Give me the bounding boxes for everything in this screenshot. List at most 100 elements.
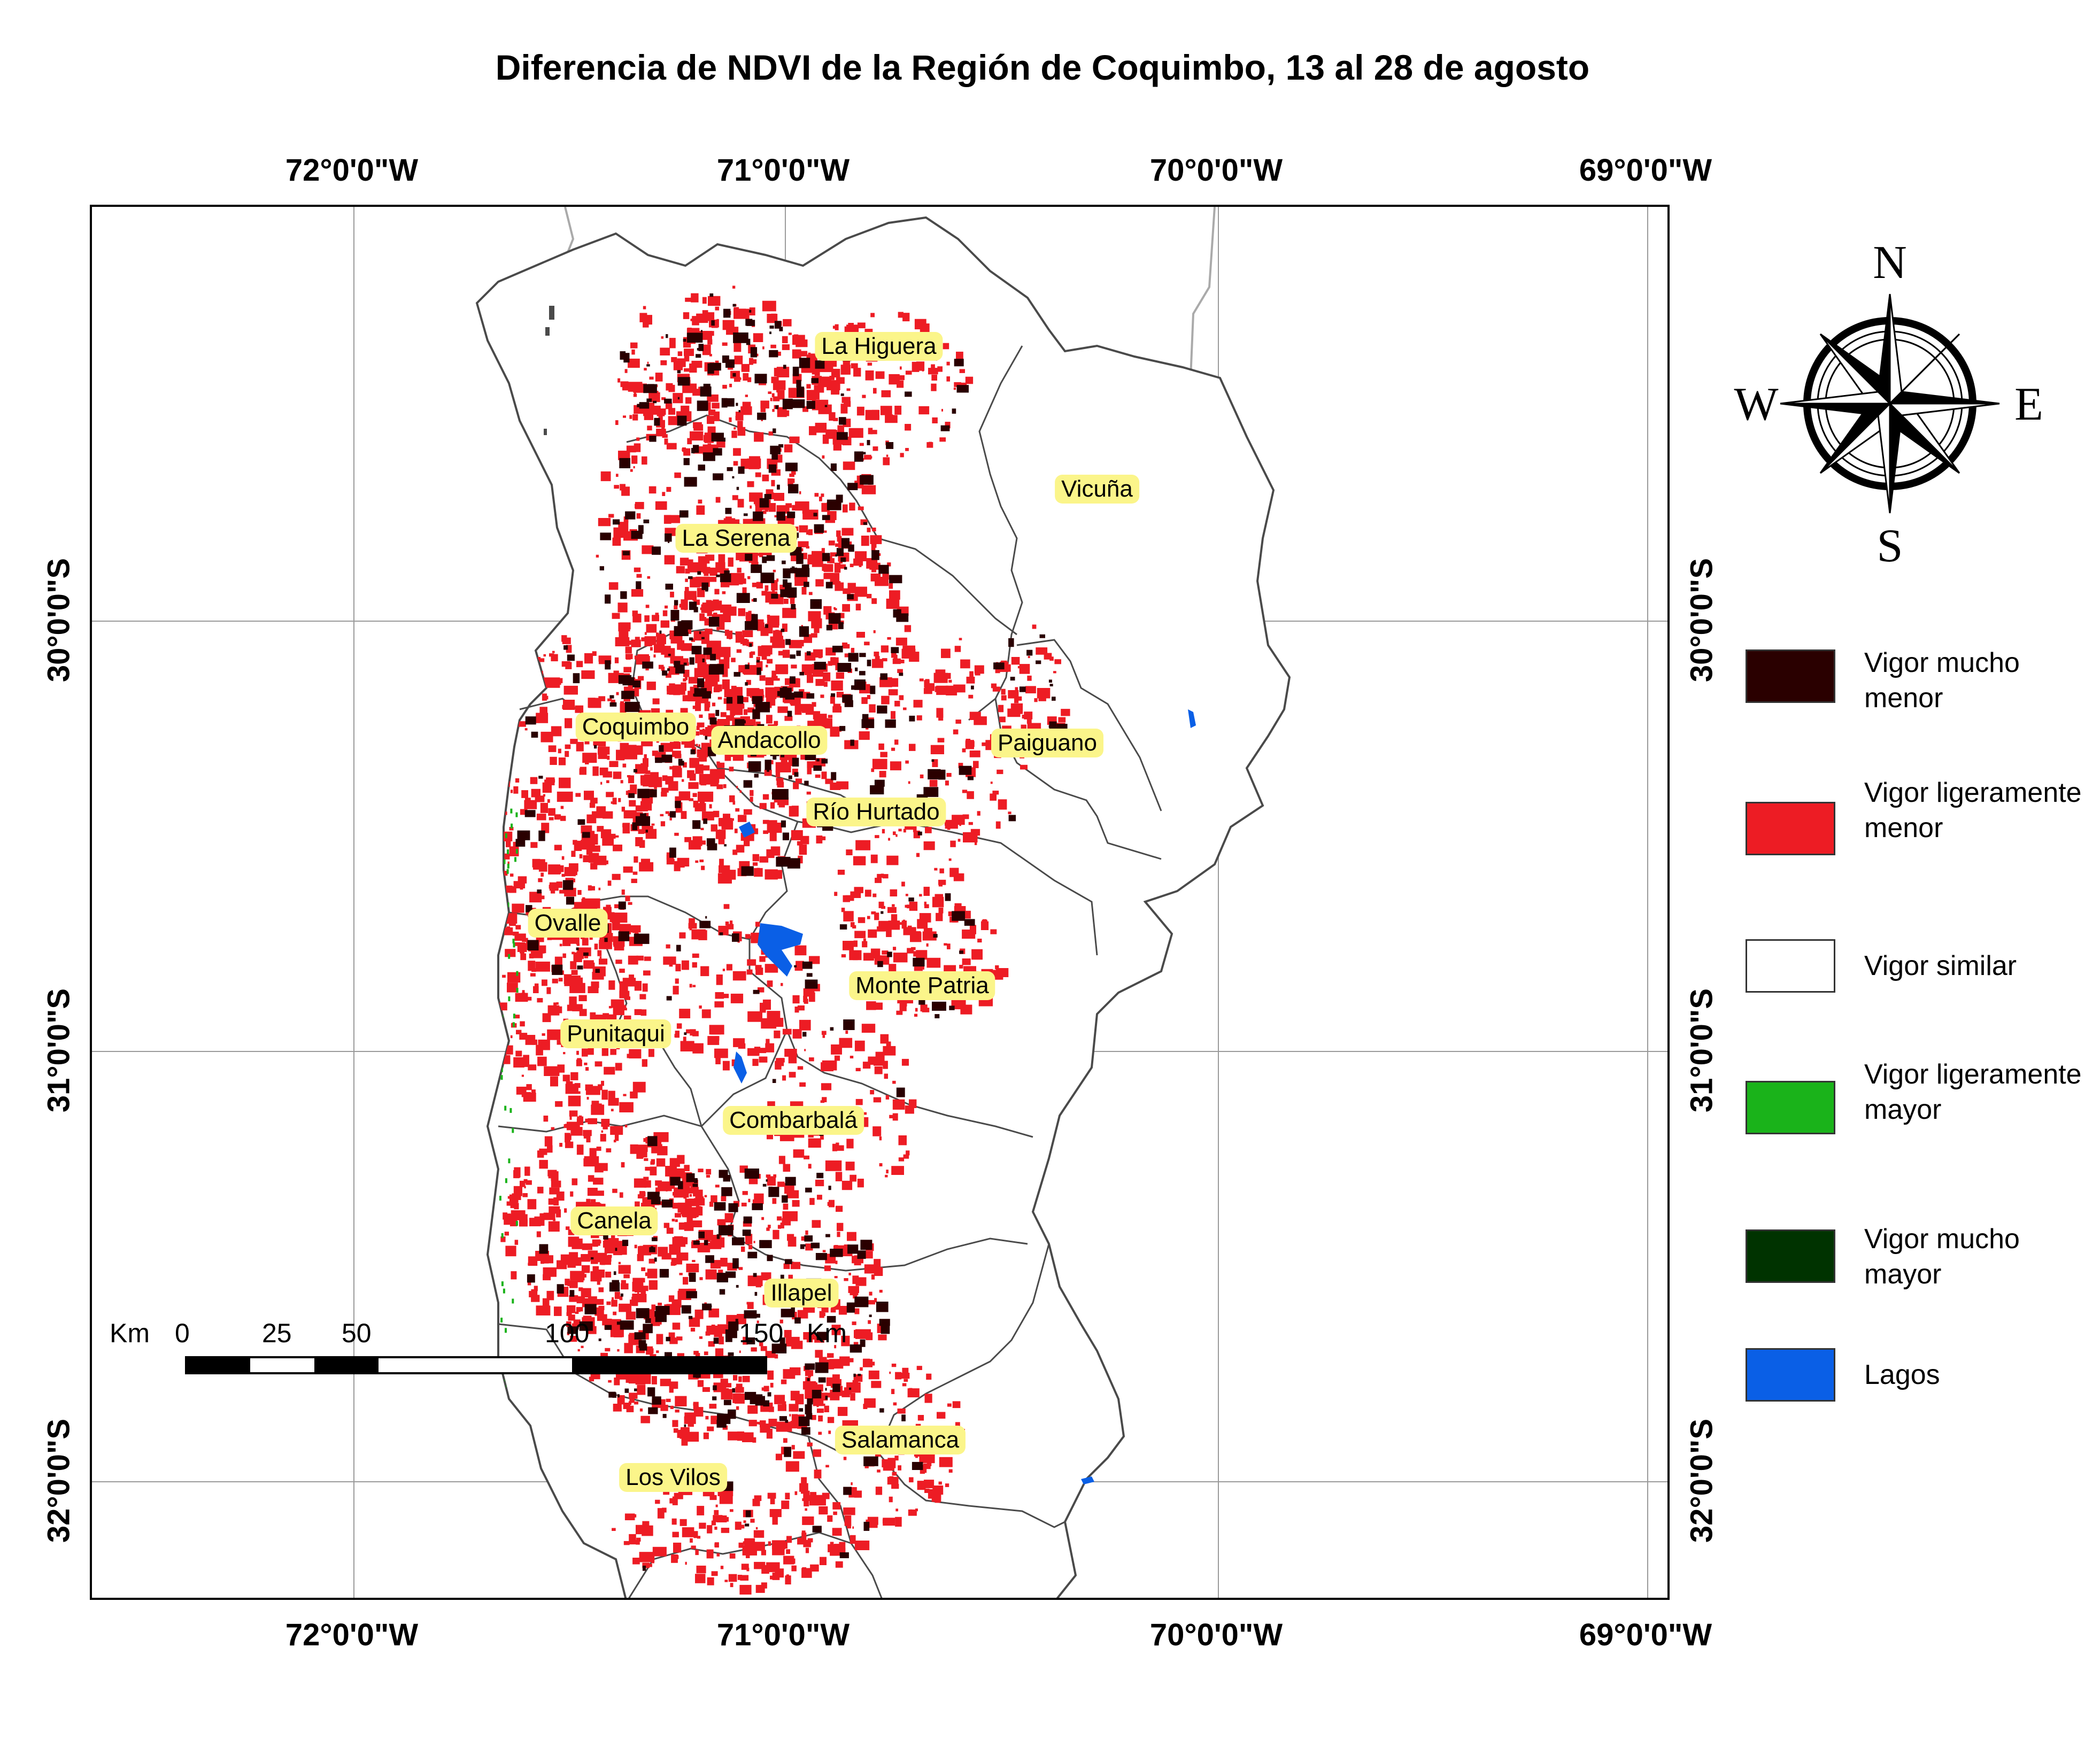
ndvi-pixel xyxy=(828,1544,838,1552)
ndvi-pixel xyxy=(611,1299,617,1307)
ndvi-pixel xyxy=(993,970,1003,980)
ndvi-pixel xyxy=(1019,686,1026,692)
ndvi-pixel xyxy=(708,409,716,415)
ndvi-pixel xyxy=(755,965,762,970)
ndvi-pixel xyxy=(737,1575,743,1580)
ndvi-pixel xyxy=(781,1379,787,1384)
ndvi-pixel xyxy=(818,404,832,414)
ndvi-pixel xyxy=(854,1296,869,1307)
ndvi-pixel xyxy=(855,604,861,610)
ndvi-pixel xyxy=(794,965,803,971)
ndvi-pixel xyxy=(615,835,619,838)
ndvi-pixel xyxy=(821,1083,832,1090)
ndvi-pixel xyxy=(823,1403,825,1406)
ndvi-pixel xyxy=(623,1094,627,1096)
ndvi-pixel xyxy=(646,783,650,785)
ndvi-pixel xyxy=(707,1525,713,1534)
ndvi-pixel xyxy=(785,1492,790,1499)
ndvi-pixel xyxy=(607,698,612,701)
lake-south xyxy=(1081,1476,1094,1484)
ndvi-pixel xyxy=(592,972,604,980)
ndvi-pixel xyxy=(543,794,545,797)
ndvi-pixel xyxy=(774,1354,778,1359)
ndvi-pixel xyxy=(787,512,796,519)
ndvi-pixel xyxy=(828,540,835,546)
ndvi-pixel xyxy=(789,640,802,648)
ndvi-pixel xyxy=(603,1232,608,1240)
ndvi-pixel xyxy=(862,394,866,398)
ndvi-pixel xyxy=(724,570,730,576)
ndvi-pixel xyxy=(1008,811,1011,815)
ndvi-pixel xyxy=(953,388,956,390)
ndvi-pixel xyxy=(969,925,976,934)
map-frame[interactable]: La Higuera Vicuña La Serena Coquimbo And… xyxy=(90,205,1670,1600)
ndvi-pixel xyxy=(729,383,732,388)
ndvi-pixel xyxy=(722,870,736,880)
ndvi-pixel xyxy=(662,610,668,616)
ndvi-pixel xyxy=(568,1095,581,1107)
ndvi-pixel xyxy=(557,1040,563,1045)
ndvi-pixel xyxy=(715,1504,718,1507)
ndvi-pixel xyxy=(864,1398,876,1408)
ndvi-pixel xyxy=(794,704,802,715)
ndvi-pixel xyxy=(614,1378,620,1386)
ndvi-pixel xyxy=(875,835,879,838)
ndvi-pixel xyxy=(837,1406,848,1416)
ndvi-pixel xyxy=(523,1055,529,1065)
ndvi-pixel xyxy=(544,779,546,783)
ndvi-pixel xyxy=(584,1304,597,1314)
ndvi-pixel xyxy=(634,769,637,772)
ndvi-pixel xyxy=(528,961,536,971)
ndvi-pixel xyxy=(623,1274,630,1279)
ndvi-pixel xyxy=(596,1147,601,1151)
lake-recoleta xyxy=(758,923,803,977)
ndvi-pixel xyxy=(826,1377,833,1386)
ndvi-pixel xyxy=(567,1326,577,1334)
ndvi-pixel xyxy=(766,1179,768,1182)
ndvi-pixel xyxy=(679,1519,687,1526)
ndvi-pixel xyxy=(688,1422,694,1427)
ndvi-pixel xyxy=(835,543,839,547)
ndvi-pixel xyxy=(661,427,665,433)
ndvi-pixel xyxy=(865,370,874,381)
ndvi-pixel xyxy=(836,672,844,679)
ndvi-pixel xyxy=(675,1246,678,1251)
ndvi-pixel xyxy=(742,401,751,407)
ndvi-pixel xyxy=(705,678,718,687)
ndvi-pixel xyxy=(725,1329,737,1339)
ndvi-pixel xyxy=(939,868,944,873)
ndvi-pixel xyxy=(807,1398,813,1405)
ndvi-pixel xyxy=(692,793,697,797)
ndvi-pixel xyxy=(847,1526,851,1529)
ndvi-pixel xyxy=(812,559,823,567)
ndvi-pixel xyxy=(792,367,799,376)
ndvi-pixel xyxy=(531,731,538,738)
ndvi-pixel xyxy=(728,557,733,567)
ndvi-pixel xyxy=(674,661,681,668)
ndvi-pixel xyxy=(878,901,884,908)
ndvi-pixel xyxy=(835,554,837,557)
ndvi-pixel xyxy=(846,1302,855,1313)
ndvi-pixel xyxy=(616,474,619,477)
ndvi-pixel xyxy=(691,565,697,570)
ndvi-pixel xyxy=(808,592,813,595)
scale-tick-150: 150 xyxy=(739,1318,784,1348)
ndvi-pixel xyxy=(700,827,704,830)
ndvi-pixel xyxy=(500,1465,503,1471)
ndvi-pixel xyxy=(938,714,944,721)
comuna-label-los-vilos: Los Vilos xyxy=(619,1463,727,1492)
ndvi-pixel xyxy=(682,1240,685,1243)
ndvi-pixel xyxy=(510,1502,513,1507)
ndvi-pixel xyxy=(733,1038,745,1047)
ndvi-pixel xyxy=(742,1545,757,1556)
ndvi-pixel xyxy=(645,656,650,663)
ndvi-pixel xyxy=(548,745,557,752)
ndvi-pixel xyxy=(878,1334,887,1341)
ndvi-pixel xyxy=(615,1129,619,1134)
ndvi-pixel xyxy=(782,1075,786,1081)
ndvi-pixel xyxy=(818,1506,828,1515)
ndvi-pixel xyxy=(887,637,891,640)
ndvi-pixel xyxy=(709,664,724,675)
ndvi-pixel xyxy=(747,1011,762,1022)
ndvi-pixel xyxy=(539,707,547,714)
